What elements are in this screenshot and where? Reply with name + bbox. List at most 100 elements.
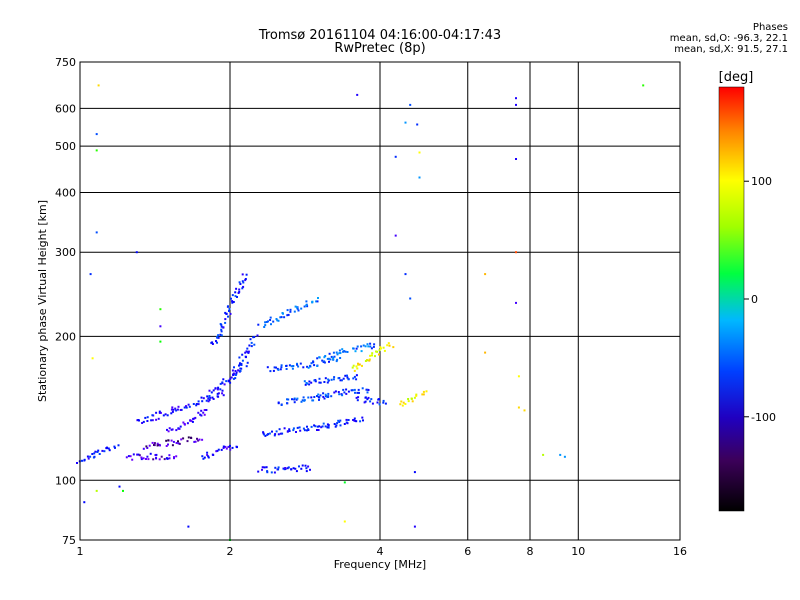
echo-point (362, 419, 364, 422)
echo-point (316, 429, 318, 431)
echo-point (177, 427, 180, 430)
echo-point (267, 320, 269, 323)
echo-point (310, 396, 313, 399)
echo-point (375, 350, 377, 353)
echo-point (318, 377, 321, 380)
echo-point (337, 391, 340, 393)
echo-point (304, 464, 307, 467)
echo-point (183, 423, 186, 426)
echo-point (222, 447, 225, 449)
echo-point (291, 367, 294, 370)
echo-point (153, 442, 156, 445)
echo-point (321, 359, 324, 362)
echo-point (227, 305, 229, 308)
echo-point (170, 408, 173, 411)
echo-point (217, 334, 220, 337)
y-tick-label: 300 (55, 246, 76, 259)
echo-point (289, 308, 292, 311)
echo-point (93, 452, 96, 455)
echo-point (216, 341, 218, 344)
echo-point (338, 393, 341, 396)
echo-point (138, 454, 141, 457)
echo-point (242, 281, 245, 284)
echo-point (316, 425, 319, 428)
echo-point (523, 409, 526, 412)
grid-layer (80, 62, 680, 540)
echo-point (333, 376, 336, 379)
echo-point (339, 352, 342, 354)
echo-point (177, 405, 180, 408)
echo-point (367, 396, 370, 399)
echo-point (366, 359, 369, 362)
echo-point (355, 374, 358, 377)
echo-point (241, 287, 244, 290)
echo-point (418, 176, 421, 179)
echo-point (404, 403, 407, 405)
echo-point (300, 467, 303, 470)
echo-point (373, 343, 376, 346)
echo-point (165, 439, 168, 442)
colorbar (718, 86, 745, 512)
echo-point (343, 423, 346, 425)
echo-point (294, 467, 297, 470)
echo-point (332, 358, 335, 361)
echo-point (246, 361, 249, 364)
colorbar-tick-label: -100 (751, 411, 776, 424)
echo-point (354, 391, 356, 394)
echo-point (97, 84, 100, 87)
echo-point (422, 390, 425, 393)
echo-point (342, 350, 345, 353)
echo-point (285, 364, 288, 367)
echo-point (106, 447, 109, 450)
echo-point (517, 406, 520, 409)
echo-point (129, 455, 132, 458)
echo-point (272, 369, 275, 372)
echo-point (287, 313, 290, 316)
echo-point (158, 411, 161, 414)
echo-point (642, 84, 645, 87)
echo-point (350, 389, 353, 392)
echo-point (171, 410, 174, 413)
echo-point (195, 404, 198, 407)
echo-point (265, 466, 268, 469)
echo-point (241, 353, 244, 356)
echo-point (279, 316, 282, 319)
echo-point (277, 368, 280, 371)
echo-point (250, 341, 253, 344)
echo-point (356, 367, 359, 370)
echo-point (413, 525, 416, 528)
echo-point (192, 403, 195, 405)
echo-point (542, 453, 545, 456)
echo-point (382, 399, 385, 402)
echo-point (212, 389, 215, 392)
echo-point (199, 413, 202, 416)
colorbar-ticks: 100 0 -100 (744, 175, 776, 424)
echo-point (194, 416, 197, 419)
echo-point (323, 397, 326, 400)
echo-point (352, 347, 355, 350)
echo-point (185, 406, 188, 409)
echo-point (211, 341, 214, 344)
echo-point (140, 456, 143, 459)
echo-point (83, 501, 86, 504)
echo-point (178, 442, 181, 445)
echo-point (232, 372, 235, 375)
echo-point (338, 421, 341, 423)
echo-point (211, 396, 214, 399)
echo-point (277, 433, 280, 436)
echo-point (310, 362, 313, 365)
echo-point (228, 310, 230, 312)
echo-point (332, 351, 335, 354)
echo-point (334, 425, 337, 428)
echo-point (421, 393, 424, 396)
echo-point (216, 449, 219, 452)
echo-point (316, 395, 318, 397)
echo-point (346, 376, 349, 379)
echo-point (135, 251, 138, 254)
echo-point (157, 417, 160, 420)
echo-point (262, 431, 265, 434)
plot-frame (79, 61, 681, 541)
echo-point (515, 301, 517, 304)
echo-point (355, 347, 358, 350)
echo-point (220, 323, 223, 326)
